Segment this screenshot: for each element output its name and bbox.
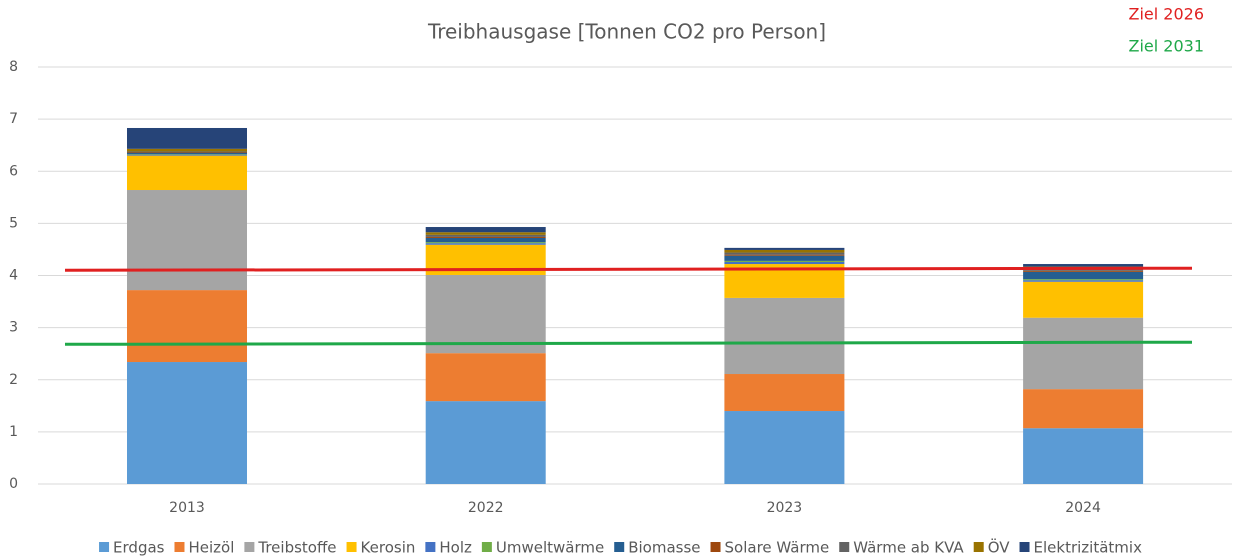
bar-segment	[1023, 279, 1144, 281]
legend-label: Kerosin	[361, 539, 416, 557]
bar-segment	[724, 261, 845, 265]
y-tick-label: 7	[9, 111, 18, 127]
legend-label: Biomasse	[628, 539, 700, 557]
legend-label: Erdgas	[113, 539, 165, 557]
legend-label: Treibstoffe	[257, 539, 336, 557]
x-tick-label: 2023	[767, 500, 803, 516]
y-tick-label: 1	[9, 424, 18, 440]
legend-swatch	[839, 542, 850, 552]
bar-segment	[425, 274, 546, 354]
legend-swatch	[244, 542, 255, 552]
bar-segment	[127, 290, 247, 363]
legend-label: Elektrizitätmix	[1034, 539, 1143, 557]
x-tick-label: 2024	[1065, 500, 1101, 516]
bar-segment	[724, 255, 845, 261]
bar-segment	[127, 362, 247, 484]
bar-segment	[127, 153, 247, 155]
bar-segment	[1023, 264, 1144, 267]
bar-segment	[724, 247, 845, 250]
reference-line	[64, 266, 1193, 272]
x-tick-label: 2013	[169, 500, 205, 516]
legend-swatch	[99, 542, 110, 552]
legend-swatch	[1019, 542, 1030, 552]
legend-swatch	[973, 542, 984, 552]
bar-segment	[425, 243, 546, 245]
bar-segment	[127, 152, 247, 154]
reference-line	[64, 340, 1193, 346]
bar-segment	[127, 127, 247, 149]
legend-swatch	[614, 542, 625, 552]
reference-label: Ziel 2031	[1129, 37, 1205, 56]
bar-segment	[127, 155, 247, 191]
chart-title: Treibhausgase [Tonnen CO2 pro Person]	[427, 20, 826, 44]
bar-segment	[425, 242, 546, 244]
legend-label: Umweltwärme	[496, 539, 604, 557]
bar-segment	[425, 237, 546, 243]
legend-swatch	[710, 542, 721, 552]
bar-segment	[1023, 280, 1144, 282]
bar-segment	[127, 154, 247, 155]
bar-segment	[1023, 270, 1144, 272]
legend-swatch	[481, 542, 492, 552]
legend-swatch	[174, 542, 185, 552]
bar-segment	[724, 374, 845, 412]
bar-segment	[425, 234, 546, 237]
bar-segment	[127, 148, 247, 152]
y-tick-label: 8	[9, 59, 18, 75]
bar-segment	[724, 260, 845, 262]
bar-segment	[425, 353, 546, 402]
legend-swatch	[425, 542, 436, 552]
bar-segment	[1023, 428, 1144, 484]
bar-segment	[127, 190, 247, 291]
bar-segment	[724, 297, 845, 375]
y-tick-label: 3	[9, 320, 18, 336]
bar-segment	[425, 227, 546, 233]
y-tick-label: 0	[9, 476, 18, 492]
bar-segment	[1023, 389, 1144, 429]
y-tick-label: 5	[9, 215, 18, 231]
bar-segment	[127, 154, 247, 156]
legend-label: Heizöl	[188, 539, 234, 557]
legend-label: Solare Wärme	[725, 539, 830, 557]
bar-segment	[1023, 281, 1144, 318]
x-tick-label: 2022	[468, 500, 504, 516]
legend-label: Wärme ab KVA	[853, 539, 964, 557]
legend-label: ÖV	[988, 538, 1011, 557]
bar-segment	[425, 401, 546, 484]
bar-segment	[724, 411, 845, 484]
bar-segment	[724, 252, 845, 255]
bar-segment	[1023, 271, 1144, 280]
bar-segment	[425, 236, 546, 238]
bar-segment	[1023, 317, 1144, 390]
legend-label: Holz	[439, 539, 472, 557]
bar-segment	[127, 151, 247, 153]
bar-segment	[724, 249, 845, 253]
y-tick-label: 4	[9, 268, 18, 284]
legend-swatch	[346, 542, 357, 552]
y-tick-label: 2	[9, 372, 18, 388]
reference-label: Ziel 2026	[1129, 5, 1205, 24]
bar-segment	[724, 254, 845, 256]
bar-segment	[425, 232, 546, 235]
y-tick-label: 6	[9, 163, 18, 179]
